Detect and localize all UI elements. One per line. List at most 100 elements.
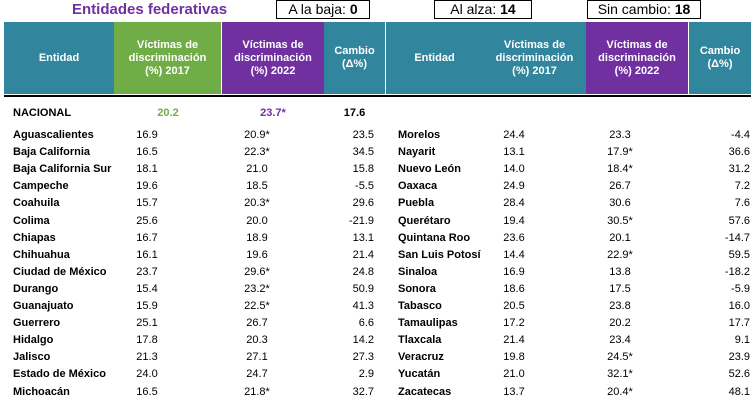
value-2022: 30.6 bbox=[609, 197, 631, 210]
value-2017: 17.2 bbox=[503, 317, 525, 330]
value-2022: 21.8* bbox=[244, 385, 270, 398]
value-cambio: 31.2 bbox=[728, 163, 750, 176]
state-name: Campeche bbox=[13, 180, 69, 193]
value-2017: 15.4 bbox=[136, 282, 158, 295]
value-2022: 29.6* bbox=[244, 265, 270, 278]
value-2017: 16.9 bbox=[503, 265, 525, 278]
state-name: Sinaloa bbox=[398, 265, 438, 278]
value-2022: 18.5 bbox=[246, 180, 268, 193]
table-row: Nuevo León 14.0 18.4* 31.2 bbox=[0, 160, 755, 178]
value-cambio: 15.8 bbox=[352, 163, 374, 176]
state-name: Chihuahua bbox=[13, 248, 70, 261]
value-cambio: 2.9 bbox=[358, 368, 374, 381]
alza-value: 14 bbox=[500, 1, 516, 17]
state-name: Baja California bbox=[13, 146, 91, 159]
table-row: Tabasco 20.5 23.8 16.0 bbox=[0, 297, 755, 315]
value-2022: 26.7 bbox=[609, 180, 631, 193]
state-name: Quintana Roo bbox=[398, 231, 471, 244]
national-name: NACIONAL bbox=[13, 107, 72, 119]
table-row: Morelos 24.4 23.3 -4.4 bbox=[0, 126, 755, 144]
value-2022: 22.9* bbox=[607, 248, 633, 261]
national-2017: 20.2 bbox=[157, 107, 179, 119]
sin-cambio-count-box: Sin cambio: 18 bbox=[587, 0, 701, 19]
table-row: Aguascalientes 16.9 20.9* 23.5 bbox=[0, 126, 755, 144]
value-2022: 23.8 bbox=[609, 300, 631, 312]
state-name: Guerrero bbox=[13, 317, 61, 330]
value-2017: 23.6 bbox=[503, 231, 525, 244]
table-row: Jalisco 21.3 27.1 27.3 bbox=[0, 348, 755, 366]
value-2017: 15.9 bbox=[136, 300, 158, 312]
value-2017: 20.5 bbox=[503, 300, 525, 312]
state-name: Jalisco bbox=[13, 351, 51, 364]
table-row: Baja California 16.5 22.3* 34.5 bbox=[0, 143, 755, 161]
state-name: Chiapas bbox=[13, 231, 56, 244]
value-cambio: 34.5 bbox=[352, 146, 374, 159]
value-2022: 19.6 bbox=[246, 248, 268, 261]
value-2017: 25.6 bbox=[136, 214, 158, 227]
value-2017: 24.4 bbox=[503, 129, 525, 141]
value-2017: 14.4 bbox=[503, 248, 525, 261]
state-name: Michoacán bbox=[13, 385, 70, 398]
value-2022: 32.1* bbox=[607, 368, 633, 381]
table-row: Chiapas 16.7 18.9 13.1 bbox=[0, 229, 755, 247]
state-name: Baja California Sur bbox=[13, 163, 112, 176]
state-name: Tamaulipas bbox=[398, 317, 458, 330]
value-2017: 21.0 bbox=[503, 368, 525, 381]
value-cambio: 29.6 bbox=[352, 197, 374, 210]
header-2017-left: Víctimas de discriminación (%) 2017 bbox=[114, 22, 221, 94]
header-cambio-right: Cambio (Δ%) bbox=[689, 22, 751, 94]
value-2017: 16.1 bbox=[136, 248, 158, 261]
state-name: Durango bbox=[13, 282, 59, 295]
table-row: Campeche 19.6 18.5 -5.5 bbox=[0, 177, 755, 195]
state-name: Yucatán bbox=[398, 368, 441, 381]
value-cambio: 41.3 bbox=[352, 300, 374, 312]
value-2022: 23.4 bbox=[609, 334, 631, 347]
value-2022: 22.5* bbox=[244, 300, 270, 312]
state-name: Coahuila bbox=[13, 197, 60, 210]
value-2017: 16.9 bbox=[136, 129, 158, 141]
table-row: Oaxaca 24.9 26.7 7.2 bbox=[0, 177, 755, 195]
value-2022: 20.2 bbox=[609, 317, 631, 330]
state-name: Veracruz bbox=[398, 351, 444, 364]
summary-bar: Entidades federativas A la baja: 0 Al al… bbox=[0, 0, 755, 22]
value-cambio: 14.2 bbox=[352, 334, 374, 347]
value-2022: 18.4* bbox=[607, 163, 633, 176]
table-row: Durango 15.4 23.2* 50.9 bbox=[0, 280, 755, 298]
value-cambio: 27.3 bbox=[352, 351, 374, 364]
table-row: Ciudad de México 23.7 29.6* 24.8 bbox=[0, 263, 755, 281]
value-2022: 30.5* bbox=[607, 214, 633, 227]
header-divider bbox=[4, 95, 751, 97]
value-cambio: 9.1 bbox=[734, 334, 750, 347]
table-row: Tamaulipas 17.2 20.2 17.7 bbox=[0, 314, 755, 332]
state-name: Sonora bbox=[398, 282, 436, 295]
value-cambio: -5.5 bbox=[355, 180, 374, 193]
value-2022: 26.7 bbox=[246, 317, 268, 330]
alza-count-box: Al alza: 14 bbox=[434, 0, 532, 19]
table-row: Baja California Sur 18.1 21.0 15.8 bbox=[0, 160, 755, 178]
value-cambio: 6.6 bbox=[358, 317, 374, 330]
national-2022: 23.7* bbox=[260, 107, 286, 119]
table-row: Sinaloa 16.9 13.8 -18.2 bbox=[0, 263, 755, 281]
baja-value: 0 bbox=[349, 1, 358, 17]
header-cambio-left: Cambio (Δ%) bbox=[324, 22, 385, 94]
state-name: Guanajuato bbox=[13, 300, 74, 312]
value-2022: 13.8 bbox=[609, 265, 631, 278]
table-row: Coahuila 15.7 20.3* 29.6 bbox=[0, 194, 755, 212]
value-2022: 20.9* bbox=[244, 129, 270, 141]
value-cambio: 23.9 bbox=[728, 351, 750, 364]
value-cambio: -21.9 bbox=[348, 214, 374, 227]
table-row: Colima 25.6 20.0 -21.9 bbox=[0, 212, 755, 230]
value-2017: 15.7 bbox=[136, 197, 158, 210]
national-row: NACIONAL 20.2 23.7* 17.6 bbox=[0, 104, 755, 122]
value-2022: 20.4* bbox=[607, 385, 633, 398]
value-cambio: -18.2 bbox=[724, 265, 750, 278]
value-2017: 19.6 bbox=[136, 180, 158, 193]
value-2017: 16.7 bbox=[136, 231, 158, 244]
baja-count-box: A la baja: 0 bbox=[276, 0, 370, 19]
value-cambio: 13.1 bbox=[352, 231, 374, 244]
value-2017: 13.7 bbox=[503, 385, 525, 398]
value-2017: 19.8 bbox=[503, 351, 525, 364]
value-cambio: -4.4 bbox=[731, 129, 750, 141]
state-name: Puebla bbox=[398, 197, 435, 210]
header-entidad-right: Entidad bbox=[386, 22, 483, 94]
